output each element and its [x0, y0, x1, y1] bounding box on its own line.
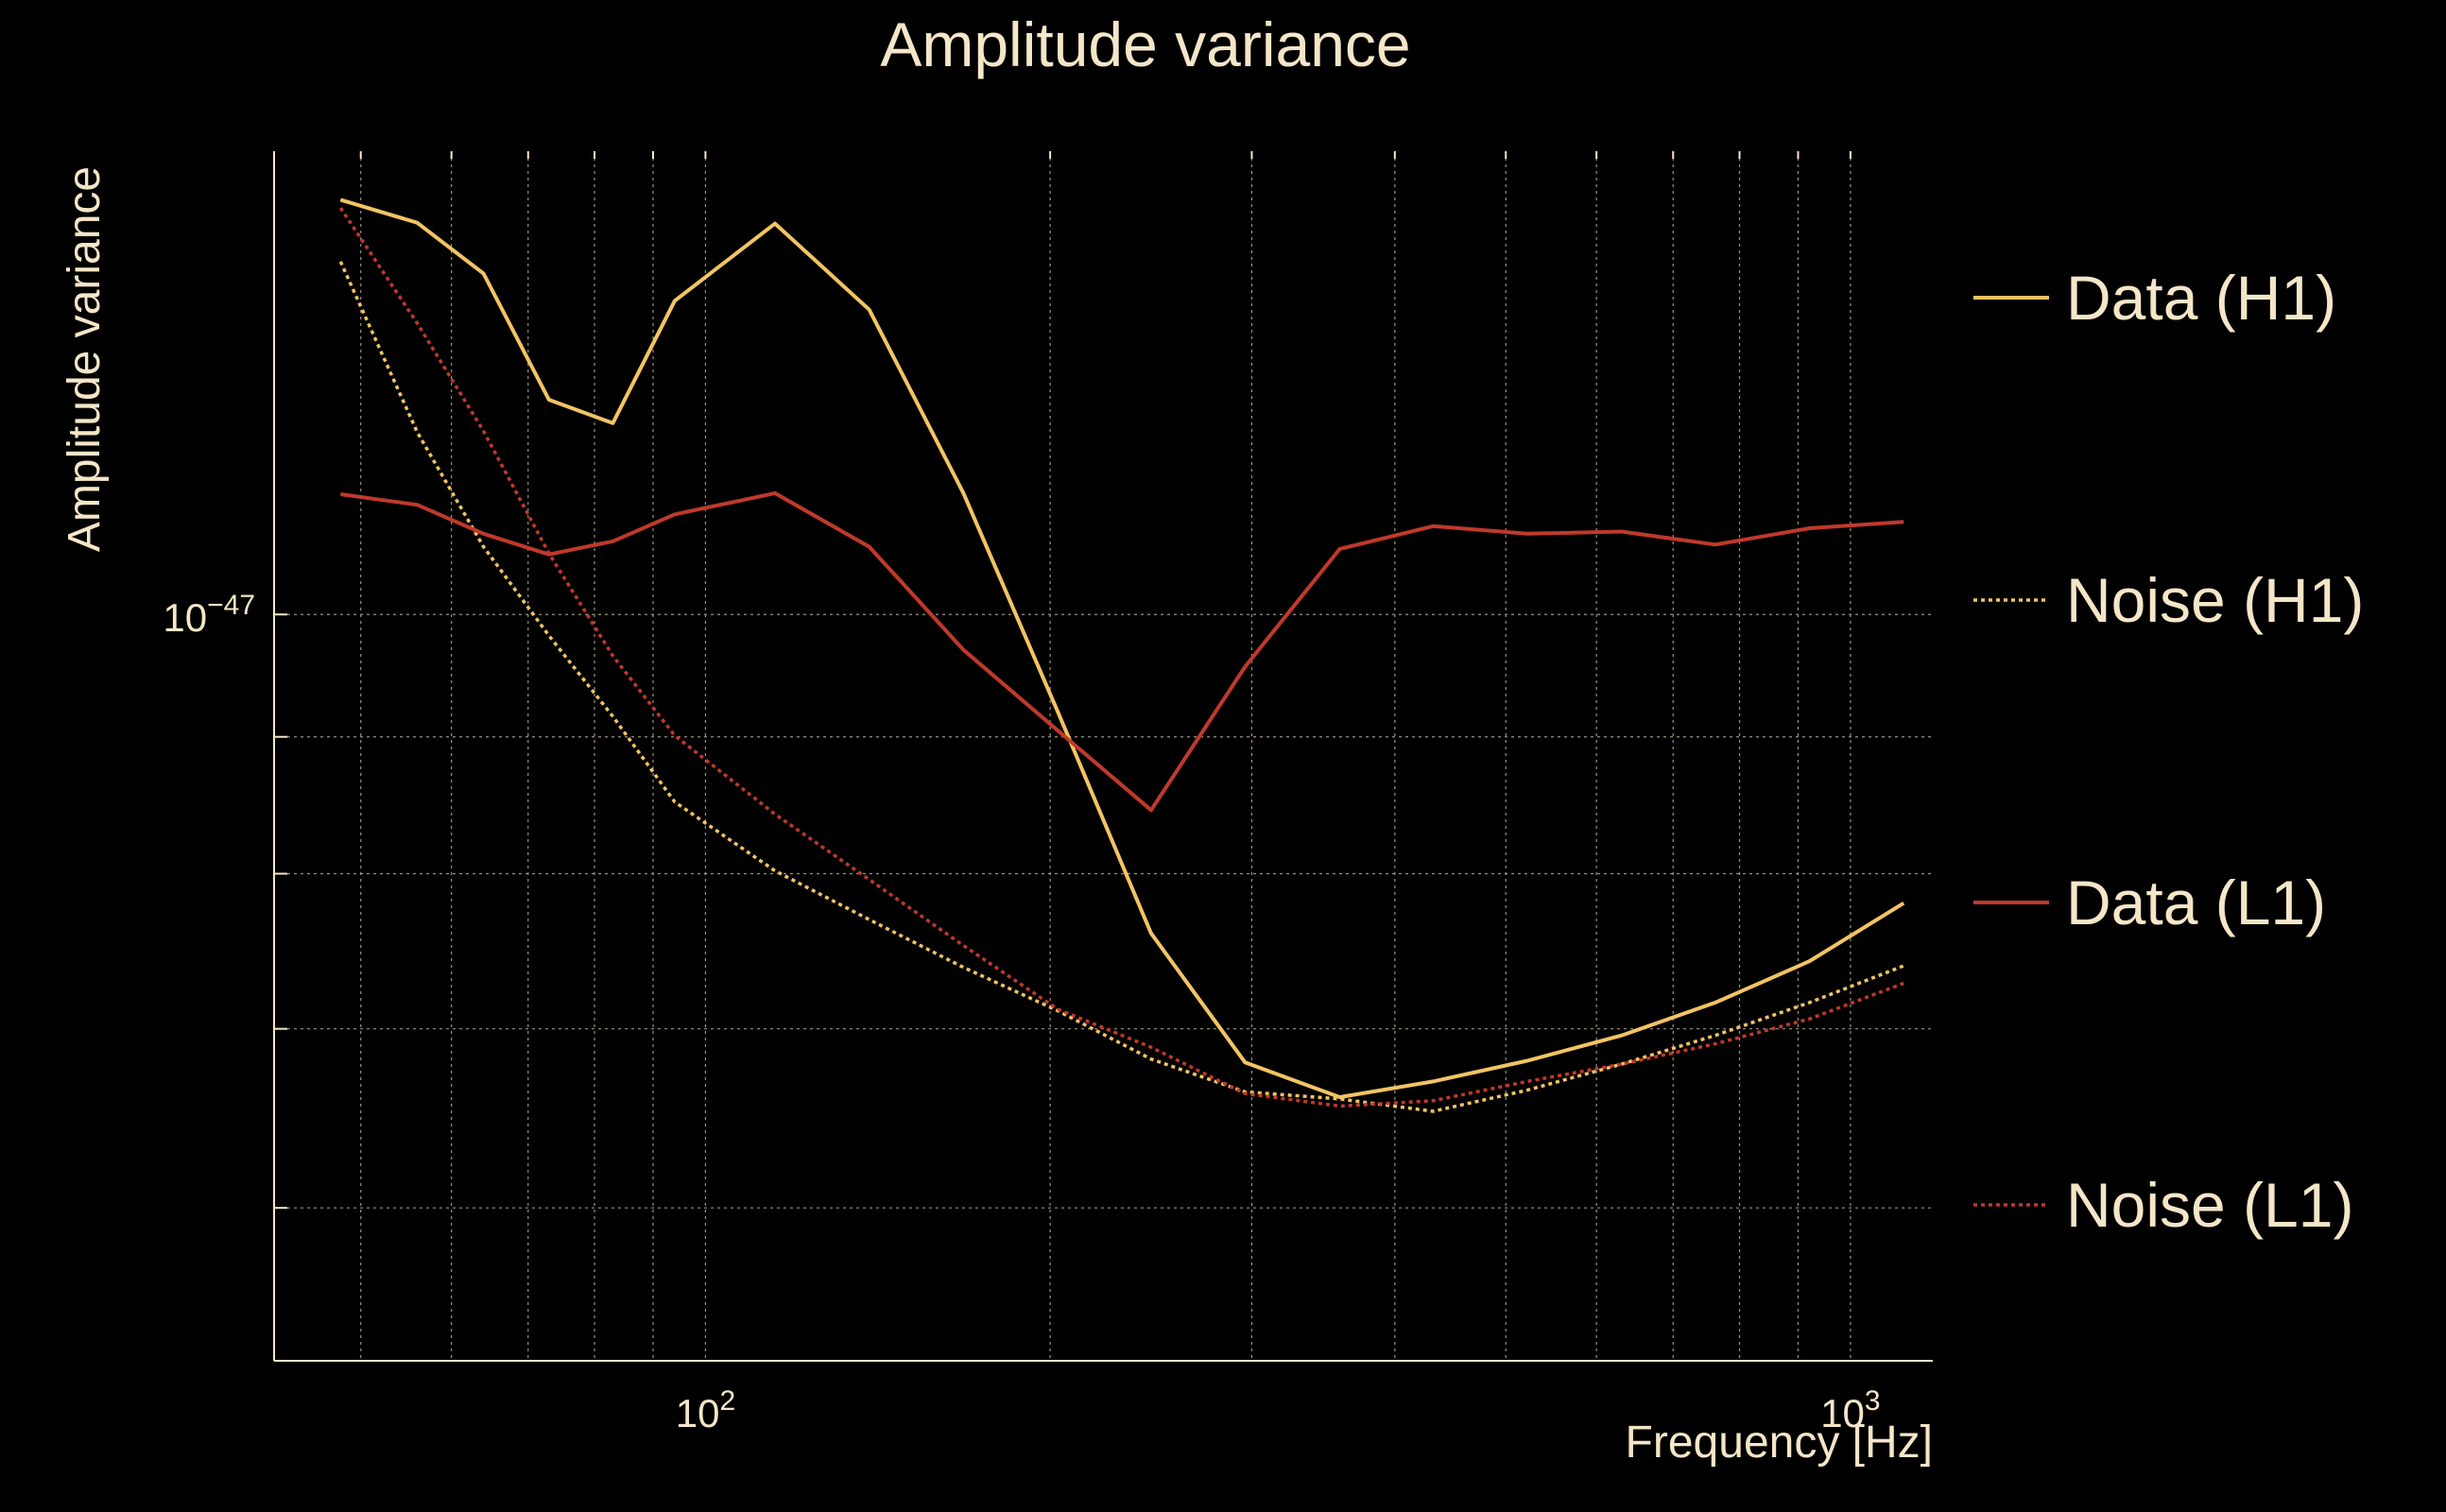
- series-layer: [338, 198, 1905, 1113]
- legend-label-noise-l1: Noise (L1): [2066, 1170, 2353, 1240]
- x-tick-label: 102: [676, 1385, 735, 1435]
- series-line-noise-l1: [338, 207, 1904, 1108]
- y-axis-label: Amplitude variance: [60, 166, 110, 552]
- legend-label-noise-h1: Noise (H1): [2066, 565, 2364, 635]
- series-line-data-h1: [339, 198, 1905, 1099]
- x-axis-label: Frequency [Hz]: [1626, 1418, 1933, 1468]
- x-tick-labels: 102 103: [676, 1385, 1881, 1435]
- axes-frame: [273, 151, 1933, 1362]
- chart-title: Amplitude variance: [880, 9, 1410, 79]
- grid: [274, 151, 1933, 1361]
- legend-label-data-l1: Data (L1): [2066, 868, 2326, 937]
- y-tick-labels: 10−47: [163, 590, 255, 640]
- legend-label-data-h1: Data (H1): [2066, 263, 2336, 333]
- y-tick-label: 10−47: [163, 590, 255, 640]
- legend: Data (H1) Noise (H1) Data (L1) Noise (L1): [1973, 263, 2364, 1240]
- series-line-data-l1: [340, 490, 1904, 813]
- x-tick-label: 103: [1820, 1385, 1880, 1435]
